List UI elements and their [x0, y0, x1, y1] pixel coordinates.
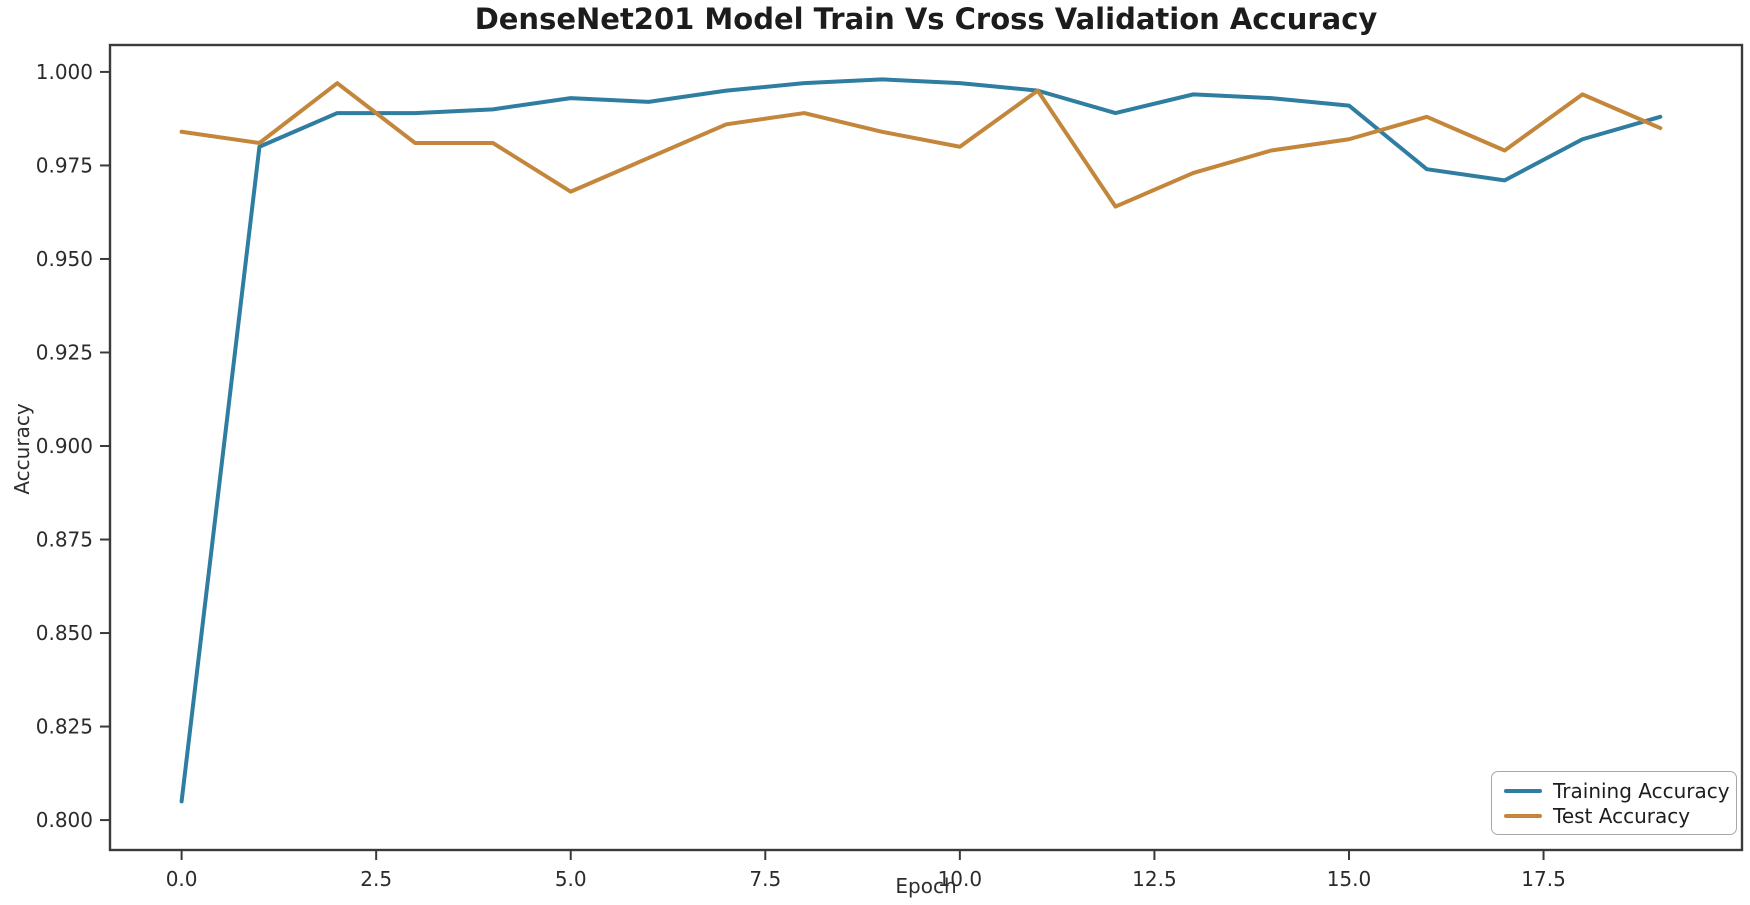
y-tick-label: 0.975 — [36, 153, 93, 177]
y-tick-label: 0.850 — [36, 621, 93, 645]
x-tick-label: 12.5 — [1132, 867, 1177, 891]
x-axis-label: Epoch — [895, 874, 957, 898]
x-tick-label: 17.5 — [1521, 867, 1566, 891]
x-tick-label: 0.0 — [166, 867, 198, 891]
axes-frame — [108, 43, 1744, 852]
legend-label-test: Test Accuracy — [1553, 804, 1691, 828]
x-tick-label: 2.5 — [360, 867, 392, 891]
y-tick-label: 0.950 — [36, 247, 93, 271]
y-tick-label: 0.925 — [36, 340, 93, 364]
y-tick-label: 0.875 — [36, 528, 93, 552]
chart-title: DenseNet201 Model Train Vs Cross Validat… — [474, 2, 1378, 36]
legend: Training Accuracy Test Accuracy — [1491, 771, 1737, 835]
x-tick-label: 7.5 — [749, 867, 781, 891]
test-accuracy-line — [179, 81, 1663, 209]
legend-item-test: Test Accuracy — [1504, 804, 1726, 828]
legend-item-training: Training Accuracy — [1504, 779, 1730, 803]
test-accuracy-line-swatch — [1504, 814, 1542, 818]
y-axis-label: Accuracy — [10, 403, 34, 495]
y-tick-label: 0.825 — [36, 715, 93, 739]
x-tick-label: 10.0 — [938, 867, 983, 891]
training-accuracy-line — [179, 77, 1663, 804]
y-tick-label: 0.800 — [36, 808, 93, 832]
y-tick-label: 1.000 — [36, 60, 93, 84]
x-tick-label: 5.0 — [555, 867, 587, 891]
training-accuracy-line-swatch — [1504, 789, 1542, 793]
x-tick-label: 15.0 — [1327, 867, 1372, 891]
legend-label-training: Training Accuracy — [1553, 779, 1730, 803]
y-tick-label: 0.900 — [36, 434, 93, 458]
